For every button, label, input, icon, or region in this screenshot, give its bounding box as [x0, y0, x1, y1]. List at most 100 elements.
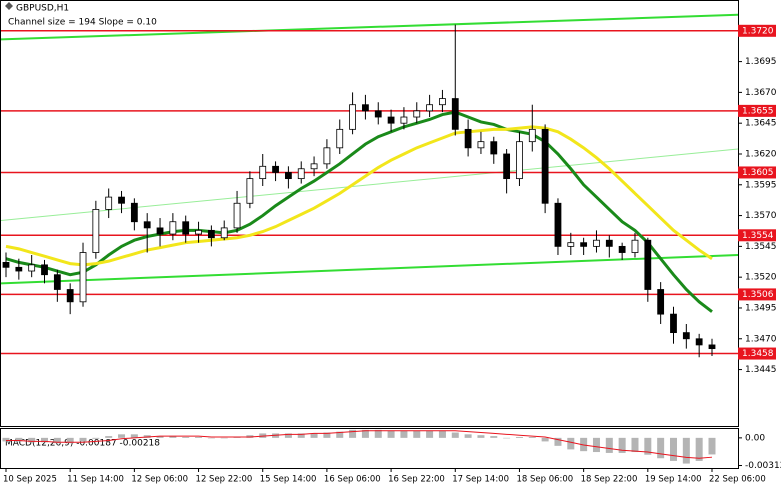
level-label: 1.3458 [742, 349, 774, 359]
macd-bar [182, 436, 190, 438]
macd-bar [464, 434, 472, 438]
candle-body [66, 289, 74, 303]
candle-body [374, 110, 382, 118]
macd-bar [118, 434, 126, 438]
y-tick-label: 1.3520 [745, 273, 777, 283]
candle-body [670, 313, 677, 334]
moving-average [5, 110, 713, 313]
level-label: 1.3655 [742, 106, 774, 116]
macd-bar [644, 437, 652, 455]
y-tick-label: 1.3645 [745, 119, 777, 129]
macd-bar [400, 430, 408, 438]
macd-bar [297, 433, 305, 438]
candle-body [246, 178, 254, 204]
candle-body [15, 266, 23, 272]
candle-body [477, 141, 485, 149]
y-tick-label: 1.3595 [745, 180, 777, 190]
candle-body [657, 289, 665, 315]
price-frame [0, 0, 739, 427]
macd-bar [669, 437, 677, 461]
macd-bar [477, 435, 485, 438]
candle-body [682, 332, 690, 340]
candle-body [451, 98, 459, 130]
macd-bar [631, 437, 639, 453]
candle-body [169, 221, 177, 235]
macd-tick-label: -0.00312 [745, 461, 781, 471]
macd-bar [618, 437, 626, 453]
y-tick-label: 1.3620 [745, 149, 777, 159]
candle-body [284, 172, 292, 180]
level-tag [738, 288, 776, 301]
y-tick-label: 1.3570 [745, 211, 777, 221]
macd-bar [438, 430, 446, 438]
x-tick-label: 17 Sep 14:00 [452, 475, 509, 485]
candle-body [220, 227, 228, 239]
macd-bar [323, 432, 331, 438]
candle-body [79, 252, 87, 303]
x-tick-label: 19 Sep 14:00 [645, 475, 702, 485]
x-tick-label: 10 Sep 2025 [3, 475, 57, 485]
macd-bar [695, 437, 703, 461]
level-tag [738, 229, 776, 242]
candle-body [541, 128, 549, 204]
macd-bar [503, 437, 511, 439]
channel-upper [0, 13, 739, 41]
candle-body [413, 110, 421, 118]
x-tick-label: 16 Sep 06:00 [324, 475, 381, 485]
macd-bar [207, 437, 215, 439]
chart-subtitle: Channel size = 194 Slope = 0.10 [8, 18, 157, 28]
x-tick-label: 22 Sep 06:00 [709, 475, 766, 485]
level-label: 1.3554 [742, 231, 774, 241]
chart-title: GBPUSD,H1 [16, 4, 69, 14]
macd-bar [195, 436, 203, 438]
candle-body [631, 239, 639, 253]
candle-body [695, 338, 703, 346]
macd-bar [541, 437, 549, 442]
candle-body [400, 116, 408, 124]
macd-bar [66, 437, 74, 444]
y-tick-label: 1.3445 [745, 365, 777, 375]
candle-body [28, 264, 36, 272]
macd-bar [105, 436, 113, 438]
macd-bar [657, 437, 665, 459]
x-tick-label: 15 Sep 14:00 [260, 475, 317, 485]
candle-body [336, 128, 344, 149]
candle-body [105, 196, 113, 210]
channel-lower [0, 254, 739, 285]
candle-body [605, 239, 613, 247]
candle-body [2, 261, 10, 268]
candle-body [53, 274, 61, 290]
macd-bar [53, 437, 61, 444]
candle-body [567, 242, 575, 247]
y-tick-label: 1.3670 [745, 88, 777, 98]
y-tick-label: 1.3695 [745, 57, 777, 67]
macd-frame [0, 428, 739, 469]
macd-bar [15, 437, 23, 442]
candle-body [516, 141, 523, 180]
x-tick-label: 16 Sep 22:00 [388, 475, 445, 485]
macd-bar [79, 437, 87, 442]
candle-body [195, 229, 202, 235]
level-label: 1.3720 [742, 26, 774, 36]
macd-bar [682, 437, 690, 464]
level-label: 1.3506 [742, 290, 774, 300]
macd-bar [387, 430, 395, 438]
macd-bar [220, 437, 228, 439]
candle-body [272, 165, 279, 173]
macd-bar [284, 433, 292, 438]
y-tick-label: 1.3495 [745, 303, 777, 313]
macd-bar [349, 429, 357, 438]
x-tick-label: 18 Sep 22:00 [581, 475, 638, 485]
candle-body [41, 264, 48, 276]
level-label: 1.3605 [742, 168, 774, 178]
macd-bar [708, 437, 716, 455]
y-tick-label: 1.3470 [745, 334, 777, 344]
macd-bar [2, 437, 10, 442]
macd-bar [605, 437, 613, 453]
candle-body [143, 221, 151, 229]
macd-bar [554, 437, 562, 446]
macd-bar [413, 430, 421, 438]
candle-body [439, 98, 446, 106]
x-tick-label: 18 Sep 06:00 [516, 475, 573, 485]
